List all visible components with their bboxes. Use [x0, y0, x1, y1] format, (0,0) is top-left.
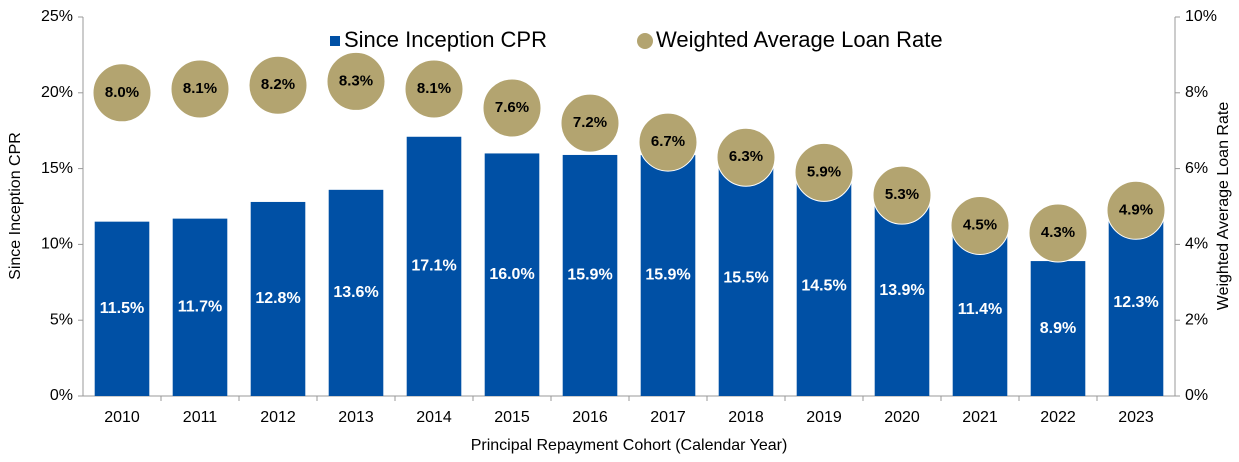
bar-label: 12.3%	[1113, 294, 1158, 311]
point-label: 8.1%	[183, 80, 217, 97]
x-tick-label: 2021	[962, 409, 998, 426]
x-tick-label: 2014	[416, 409, 452, 426]
bar-label: 11.7%	[178, 299, 222, 316]
x-tick-label: 2018	[728, 409, 764, 426]
x-tick-label: 2010	[104, 409, 140, 426]
point	[560, 93, 620, 153]
bar	[640, 154, 696, 396]
bar	[172, 218, 228, 396]
y-tick-label: 20%	[41, 84, 73, 101]
bar-label: 11.4%	[958, 301, 1002, 318]
bar	[406, 136, 462, 397]
y-tick-label: 25%	[41, 8, 73, 25]
x-tick-label: 2015	[494, 409, 530, 426]
legend-label: Since Inception CPR	[344, 27, 547, 52]
bar	[94, 221, 150, 396]
legend-swatch	[330, 36, 340, 46]
bar-label: 15.9%	[645, 267, 690, 284]
point	[482, 78, 542, 138]
y2-tick-label: 10%	[1185, 8, 1217, 25]
x-tick-label: 2016	[572, 409, 608, 426]
y2-tick-label: 0%	[1185, 387, 1208, 404]
point-label: 4.9%	[1119, 201, 1153, 218]
point-label: 5.3%	[885, 186, 919, 203]
point-label: 7.6%	[495, 99, 529, 116]
point-label: 8.2%	[261, 76, 295, 93]
point-label: 8.3%	[339, 72, 373, 89]
point-label: 8.0%	[105, 84, 139, 101]
bar	[328, 189, 384, 396]
x-tick-label: 2012	[260, 409, 296, 426]
bar-label: 13.6%	[333, 284, 378, 301]
point-label: 5.9%	[807, 163, 841, 180]
x-tick-label: 2017	[650, 409, 686, 426]
y2-tick-label: 6%	[1185, 160, 1208, 177]
x-axis-label: Principal Repayment Cohort (Calendar Yea…	[471, 437, 788, 454]
y-tick-label: 5%	[50, 311, 73, 328]
bar-label: 8.9%	[1040, 320, 1076, 337]
legend-label: Weighted Average Loan Rate	[656, 27, 943, 52]
bar-label: 13.9%	[879, 282, 924, 299]
bar-label: 12.8%	[255, 290, 300, 307]
point-label: 7.2%	[573, 114, 607, 131]
point-label: 6.3%	[729, 148, 763, 165]
point-label: 6.7%	[651, 133, 685, 150]
bar-label: 15.9%	[567, 267, 612, 284]
point	[170, 59, 230, 119]
bar	[484, 153, 540, 396]
point-label: 4.5%	[963, 216, 997, 233]
y2-tick-label: 2%	[1185, 311, 1208, 328]
point	[92, 63, 152, 123]
bar	[562, 154, 618, 396]
point-label: 4.3%	[1041, 224, 1075, 241]
bar-label: 16.0%	[489, 266, 534, 283]
bar	[796, 176, 852, 396]
point	[794, 142, 854, 202]
point	[950, 195, 1010, 255]
x-tick-label: 2013	[338, 409, 374, 426]
bar	[1108, 209, 1164, 396]
point	[872, 165, 932, 225]
bar	[250, 201, 306, 396]
bar	[718, 161, 774, 396]
y-tick-label: 10%	[41, 236, 73, 253]
x-tick-label: 2020	[884, 409, 920, 426]
point	[716, 127, 776, 187]
y-tick-label: 15%	[41, 160, 73, 177]
bar	[1030, 261, 1086, 396]
point	[404, 59, 464, 119]
y-axis-label: Since Inception CPR	[7, 132, 24, 280]
y2-axis-label: Weighted Average Loan Rate	[1215, 102, 1232, 311]
point	[248, 55, 308, 115]
bar-label: 15.5%	[723, 270, 768, 287]
x-tick-label: 2011	[183, 409, 218, 426]
bar-label: 11.5%	[100, 300, 144, 317]
point-label: 8.1%	[417, 80, 451, 97]
y-tick-label: 0%	[50, 387, 73, 404]
bar-label: 17.1%	[411, 258, 456, 275]
bar-label: 14.5%	[801, 277, 846, 294]
y2-tick-label: 8%	[1185, 84, 1208, 101]
x-tick-label: 2022	[1040, 409, 1076, 426]
y2-tick-label: 4%	[1185, 236, 1208, 253]
x-tick-label: 2019	[806, 409, 842, 426]
point	[1028, 203, 1088, 263]
legend-swatch	[637, 33, 653, 49]
point	[1106, 180, 1166, 240]
point	[638, 112, 698, 172]
point	[326, 51, 386, 111]
x-tick-label: 2023	[1118, 409, 1154, 426]
